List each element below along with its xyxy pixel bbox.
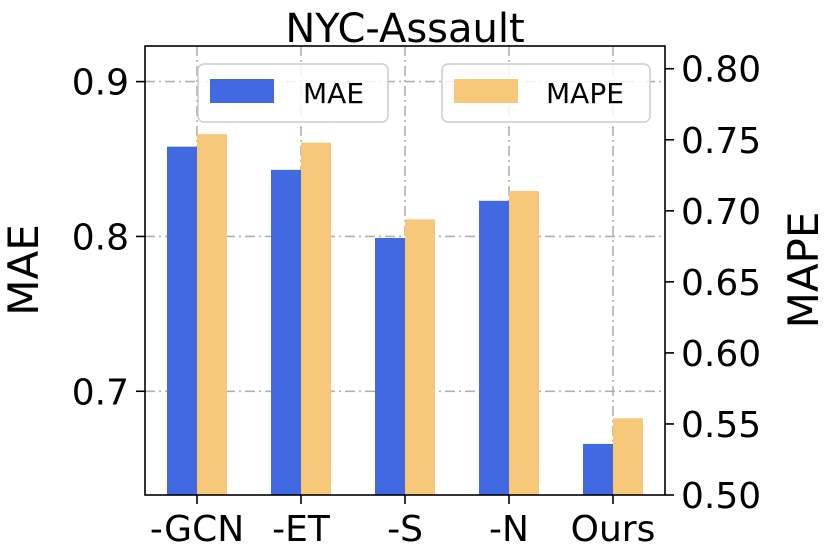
legend-swatch-mae [210, 79, 274, 103]
y-tick-label-right-3: 0.65 [681, 263, 761, 304]
x-tick-label-4: Ours [571, 509, 656, 547]
bars [167, 134, 643, 496]
bar-mae-1 [271, 169, 301, 496]
bar-mae-0 [167, 146, 197, 495]
x-tick-label-2: -S [387, 509, 423, 547]
bar-mae-3 [479, 200, 509, 496]
bar-mae-2 [375, 237, 405, 495]
legend-box-mape [441, 63, 651, 123]
y-axis-label-left: MAE [0, 224, 48, 316]
y-tick-label-left-0: 0.7 [72, 372, 129, 413]
legend-box-mae [197, 63, 389, 123]
bar-mape-2 [405, 219, 435, 496]
x-tick-label-0: -GCN [150, 509, 244, 547]
bar-mape-3 [509, 190, 539, 496]
y-tick-label-left-1: 0.8 [72, 217, 129, 258]
chart-title: NYC-Assault [285, 6, 524, 52]
legend-mape: MAPE [441, 63, 651, 123]
y-axis-label-right: MAPE [779, 212, 828, 329]
legend-swatch-mape [454, 79, 518, 103]
legend-mae: MAE [197, 63, 389, 123]
y-tick-label-right-5: 0.75 [681, 121, 761, 162]
y-tick-label-right-6: 0.80 [681, 50, 761, 91]
y-tick-label-left-2: 0.9 [72, 63, 129, 104]
axis-ticks: 0.7 0.8 0.9 0.50 0.55 0.60 0.65 0.70 0.75 0.80 -GC… [72, 50, 761, 547]
x-tick-label-3: -N [489, 509, 529, 547]
bar-mae-4 [583, 443, 613, 495]
bar-mape-1 [301, 142, 331, 496]
bar-mape-0 [197, 134, 227, 495]
x-tick-label-1: -ET [272, 509, 331, 547]
y-tick-label-right-0: 0.50 [681, 476, 761, 517]
y-tick-label-right-4: 0.70 [681, 192, 761, 233]
y-tick-label-right-1: 0.55 [681, 405, 761, 446]
legend-label-mape: MAPE [546, 77, 624, 110]
bar-mape-4 [613, 418, 643, 495]
legend-label-mae: MAE [303, 77, 364, 110]
y-tick-label-right-2: 0.60 [681, 334, 761, 375]
